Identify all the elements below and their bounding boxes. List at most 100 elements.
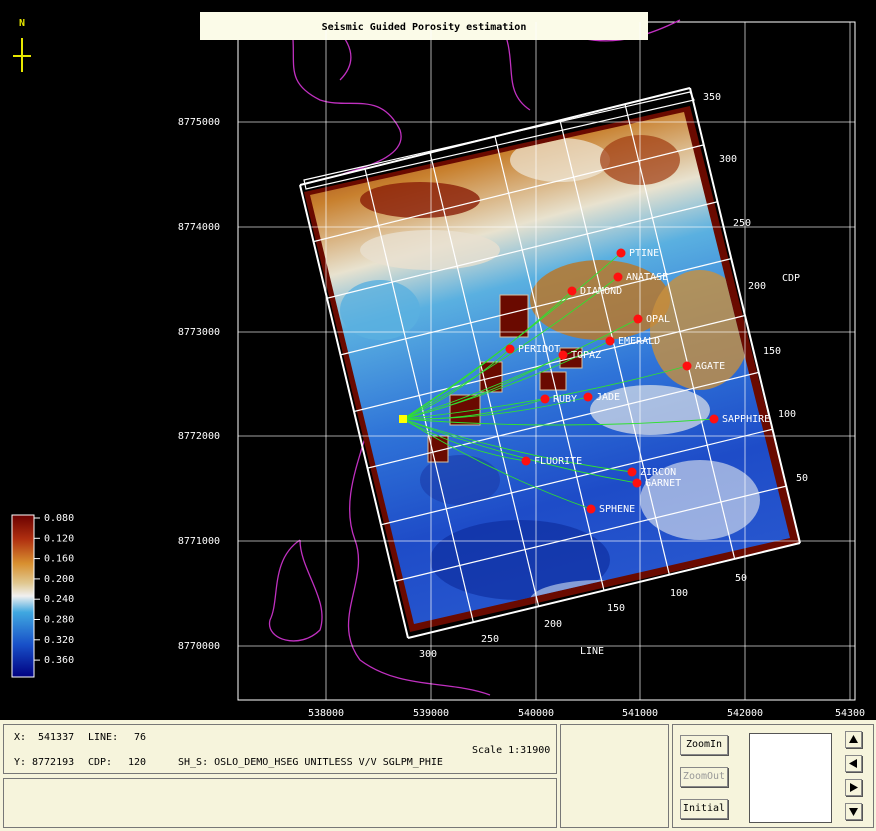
well-marker	[586, 504, 596, 514]
well-marker	[505, 344, 515, 354]
colorbar-label: 0.080	[44, 513, 74, 524]
line-tick-label: 50	[735, 573, 747, 584]
well-path	[402, 418, 592, 510]
title-box	[200, 12, 648, 40]
coastline	[268, 19, 681, 696]
colorbar-label: 0.200	[44, 574, 74, 585]
well-marker	[632, 478, 642, 488]
well-marker	[613, 272, 623, 282]
line-tick-label: 150	[607, 603, 625, 614]
survey-line	[394, 485, 787, 582]
well-marker	[709, 414, 719, 424]
well-marker	[627, 467, 637, 477]
pan-left-button[interactable]	[845, 755, 862, 772]
message-panel	[3, 778, 557, 828]
x-tick-label: 538000	[308, 708, 344, 719]
side-panel	[560, 724, 669, 828]
zoom-out-button: ZoomOut	[680, 767, 728, 787]
line-value: 76	[134, 732, 147, 743]
y-tick-label: 8770000	[178, 641, 220, 652]
map-scale: Scale 1:31900	[472, 745, 551, 756]
y-tick-label: 8772000	[178, 431, 220, 442]
overview-window	[749, 733, 832, 823]
line-tick-label: 200	[544, 619, 562, 630]
well-label: RUBY	[553, 394, 577, 405]
x-tick-label: 541000	[622, 708, 658, 719]
well-path	[402, 418, 638, 484]
well-marker	[682, 361, 692, 371]
layers	[11, 12, 856, 701]
well-label: JADE	[596, 392, 620, 403]
cdp-label: CDP:	[88, 757, 113, 768]
well-path	[402, 418, 633, 473]
map-view: 538000 539000 540000 541000 542000 54300 87750…	[0, 0, 876, 720]
line-tick-label: 250	[481, 634, 499, 645]
well-path	[402, 354, 564, 420]
data-source: SH_S: OSLO_DEMO_HSEG UNITLESS V/V SGLPM_…	[178, 757, 443, 768]
north-label: N	[19, 18, 25, 29]
cdp-tick-label: 300	[719, 154, 737, 165]
well-path	[402, 318, 639, 420]
zoom-in-button[interactable]: ZoomIn	[680, 735, 728, 755]
well-path	[402, 396, 589, 420]
well-label: SPHENE	[599, 504, 635, 515]
x-tick-label: 542000	[727, 708, 763, 719]
line-tick-label: 300	[419, 649, 437, 660]
pan-down-button[interactable]	[845, 803, 862, 820]
colorbar-label: 0.160	[44, 554, 74, 565]
line-tick-label: 100	[670, 588, 688, 599]
survey-line	[380, 428, 773, 526]
survey-line	[367, 371, 759, 469]
pan-up-button[interactable]	[845, 731, 862, 748]
status-panel	[3, 724, 557, 774]
well-label: ZIRCON	[640, 467, 676, 478]
map-title: Seismic Guided Porosity estimation	[322, 21, 527, 33]
well-label: PTINE	[629, 248, 659, 259]
well-label: PERIDOT	[518, 344, 560, 355]
y-tick-label: 8771000	[178, 536, 220, 547]
survey-line	[340, 258, 732, 356]
survey-line	[326, 201, 718, 299]
well-marker	[558, 350, 568, 360]
well-label: DIAMOND	[580, 286, 622, 297]
cdp-tick-label: 250	[733, 218, 751, 229]
colorbar-label: 0.320	[44, 635, 74, 646]
well-path	[402, 290, 573, 420]
cdp-tick-label: 350	[703, 92, 721, 103]
well-marker	[633, 314, 643, 324]
arrow-icon	[849, 759, 857, 768]
line-label: LINE:	[88, 732, 119, 743]
well-path	[402, 348, 511, 420]
y-tick-label: 8774000	[178, 222, 220, 233]
y-label: Y:	[14, 757, 27, 768]
arrow-icon	[849, 735, 858, 743]
colorbar-label: 0.280	[44, 615, 74, 626]
arrow-icon	[850, 783, 858, 792]
y-tick-label: 8775000	[178, 117, 220, 128]
cdp-tick-label: 150	[763, 346, 781, 357]
colorbar	[11, 514, 35, 678]
y-value: 8772193	[32, 757, 75, 768]
colorbar-label: 0.360	[44, 655, 74, 666]
cdp-tick-label: 100	[778, 409, 796, 420]
colorbar-label: 0.120	[44, 533, 74, 544]
well-label: TOPAZ	[571, 350, 601, 361]
survey-line	[313, 144, 704, 243]
well-path	[402, 418, 527, 462]
well-marker	[521, 456, 531, 466]
x-value: 541337	[38, 732, 75, 743]
initial-button[interactable]: Initial	[680, 799, 728, 819]
well-label: EMERALD	[618, 336, 660, 347]
line-axis-label: LINE	[580, 646, 604, 657]
well-label: ANATASE	[626, 272, 668, 283]
well-marker	[540, 394, 550, 404]
well-label: GARNET	[645, 478, 681, 489]
pan-right-button[interactable]	[845, 779, 862, 796]
well-marker	[616, 248, 626, 258]
cdp-axis-label: CDP	[782, 273, 800, 284]
well-marker	[583, 392, 593, 402]
well-marker	[567, 286, 577, 296]
colorbar-label: 0.240	[44, 594, 74, 605]
well-label: SAPPHIRE	[722, 414, 770, 425]
